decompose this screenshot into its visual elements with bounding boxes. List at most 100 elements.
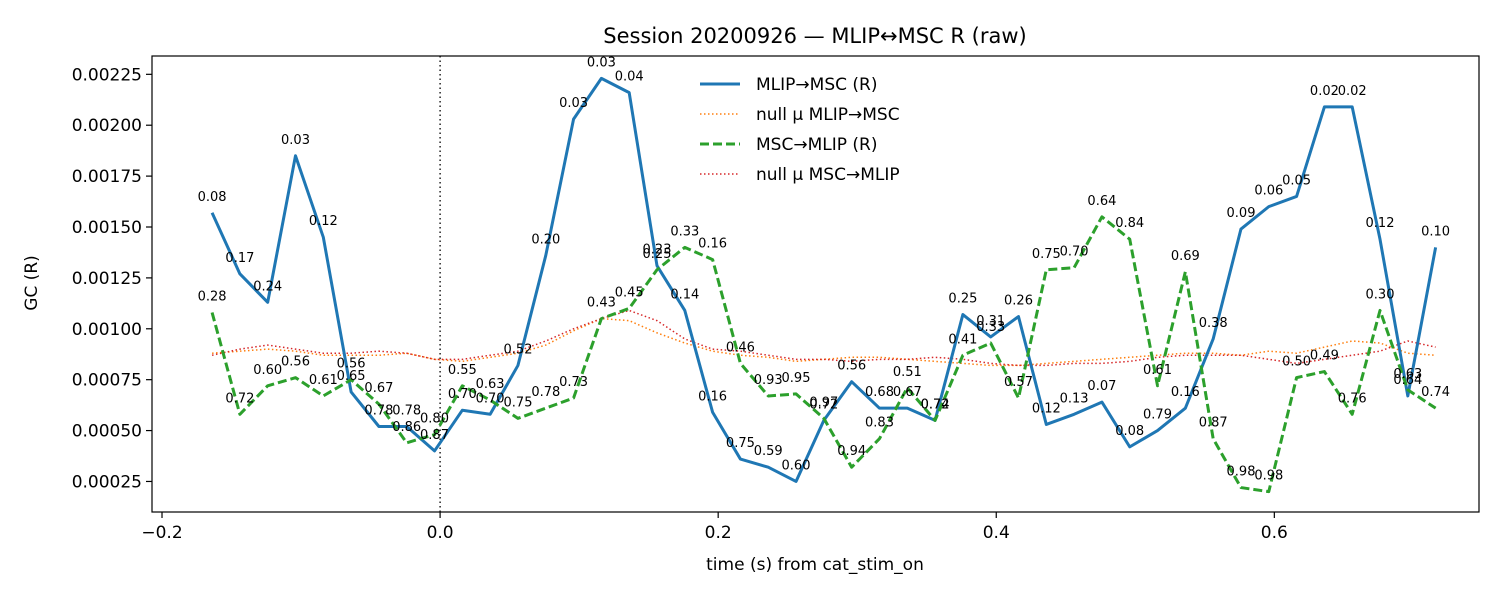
- p-value-label: 0.51: [893, 365, 922, 380]
- y-tick-label: 0.00150: [72, 218, 142, 238]
- p-value-label: 0.52: [504, 342, 533, 357]
- p-value-label: 0.03: [281, 133, 310, 148]
- y-tick-label: 0.00025: [72, 472, 142, 492]
- p-value-label: 0.45: [615, 285, 644, 300]
- p-value-label: 0.03: [559, 96, 588, 111]
- p-value-label: 0.79: [1143, 408, 1172, 423]
- p-value-label: 0.80: [420, 412, 449, 427]
- p-value-label: 0.38: [1199, 316, 1228, 331]
- series-line-2: [212, 317, 1436, 367]
- axes: −0.2 0.0 0.2 0.4 0.6 0.00025 0.00050 0.00075 0.0…: [72, 55, 1480, 543]
- p-value-label: 0.78: [392, 404, 421, 419]
- p-value-label: 0.46: [726, 340, 755, 355]
- y-tick-label: 0.00075: [72, 371, 142, 391]
- p-value-label: 0.17: [225, 251, 254, 266]
- p-value-label: 0.41: [948, 332, 977, 347]
- x-tick-label: 0.4: [983, 523, 1010, 543]
- p-value-label: 0.78: [364, 404, 393, 419]
- p-value-label: 0.70: [476, 391, 505, 406]
- p-value-label: 0.63: [1393, 367, 1422, 382]
- p-value-label: 0.56: [837, 359, 866, 374]
- p-value-label: 0.60: [782, 459, 811, 474]
- p-value-label: 0.33: [976, 320, 1005, 335]
- p-value-label: 0.09: [1227, 206, 1256, 221]
- p-value-label: 0.68: [865, 385, 894, 400]
- p-value-label: 0.64: [1087, 194, 1116, 209]
- p-value-label: 0.72: [921, 397, 950, 412]
- p-value-label: 0.31: [976, 314, 1005, 329]
- p-value-label: 0.25: [948, 292, 977, 307]
- p-value-label: 0.98: [1254, 469, 1283, 484]
- p-value-label: 0.12: [1366, 216, 1395, 231]
- legend-label: MLIP→MSC (R): [756, 75, 877, 95]
- p-value-label: 0.08: [1115, 424, 1144, 439]
- legend-label: null μ MLIP→MSC: [756, 105, 900, 125]
- p-value-label: 0.59: [754, 444, 783, 459]
- p-value-label: 0.76: [1338, 391, 1367, 406]
- p-value-label: 0.14: [670, 288, 699, 303]
- p-value-label: 0.64: [1393, 373, 1422, 388]
- p-value-label: 0.69: [1171, 249, 1200, 264]
- p-value-label: 0.72: [809, 397, 838, 412]
- p-value-label: 0.87: [1199, 416, 1228, 431]
- p-value-label: 0.87: [420, 428, 449, 443]
- y-axis-title: GC (R): [22, 255, 42, 311]
- p-value-label: 0.08: [198, 190, 227, 205]
- p-value-label: 0.55: [448, 363, 477, 378]
- p-value-label: 0.56: [337, 357, 366, 372]
- x-tick-label: −0.2: [141, 523, 182, 543]
- p-value-label: 0.04: [615, 70, 644, 85]
- p-value-label: 0.50: [1282, 355, 1311, 370]
- y-tick-label: 0.00175: [72, 167, 142, 187]
- legend: MLIP→MSC (R) null μ MLIP→MSC MSC→MLIP (R) n…: [700, 75, 900, 185]
- plot-area: [210, 56, 1438, 512]
- p-value-label: 0.84: [1115, 216, 1144, 231]
- p-value-label: 0.16: [698, 237, 727, 252]
- p-value-label: 0.16: [698, 389, 727, 404]
- axes-frame: [151, 55, 1480, 513]
- p-value-label: 0.02: [1310, 84, 1339, 99]
- legend-label: MSC→MLIP (R): [756, 135, 877, 155]
- p-value-label: 0.97: [809, 395, 838, 410]
- y-tick-label: 0.00125: [72, 269, 142, 289]
- y-tick-label: 0.00050: [72, 422, 142, 442]
- series-line-3: [210, 215, 1437, 494]
- p-value-label: 0.60: [253, 363, 282, 378]
- p-value-label: 0.75: [726, 436, 755, 451]
- p-value-label: 0.28: [198, 290, 227, 305]
- p-value-label: 0.05: [1282, 174, 1311, 189]
- p-value-labels: 0.080.170.240.030.120.650.780.780.870.70…: [198, 55, 1450, 483]
- series-line-4: [211, 309, 1436, 367]
- p-value-label: 0.86: [392, 420, 421, 435]
- x-tick-label: 0.0: [427, 523, 454, 543]
- p-value-label: 0.56: [281, 355, 310, 370]
- x-tick-label: 0.2: [705, 523, 732, 543]
- p-value-label: 0.93: [754, 373, 783, 388]
- p-value-label: 0.61: [1143, 363, 1172, 378]
- p-value-label: 0.02: [1338, 84, 1367, 99]
- p-value-label: 0.70: [448, 387, 477, 402]
- p-value-label: 0.83: [865, 416, 894, 431]
- p-value-label: 0.74: [1421, 385, 1450, 400]
- p-value-label: 0.25: [643, 247, 672, 262]
- p-value-label: 0.75: [1032, 247, 1061, 262]
- p-value-label: 0.33: [670, 224, 699, 239]
- p-value-label: 0.70: [1060, 245, 1089, 260]
- x-axis-title: time (s) from cat_stim_on: [706, 555, 924, 575]
- p-value-label: 0.10: [1421, 224, 1450, 239]
- p-value-label: 0.98: [1227, 465, 1256, 480]
- y-tick-label: 0.00225: [72, 65, 142, 85]
- p-value-label: 0.57: [1004, 375, 1033, 390]
- p-value-label: 0.61: [309, 373, 338, 388]
- p-value-label: 0.13: [1060, 391, 1089, 406]
- p-value-label: 0.12: [1032, 402, 1061, 417]
- legend-label: null μ MSC→MLIP: [756, 165, 900, 185]
- p-value-label: 0.63: [476, 377, 505, 392]
- p-value-label: 0.30: [1366, 288, 1395, 303]
- p-value-label: 0.95: [782, 371, 811, 386]
- p-value-label: 0.78: [531, 385, 560, 400]
- p-value-label: 0.20: [531, 233, 560, 248]
- p-value-label: 0.67: [364, 381, 393, 396]
